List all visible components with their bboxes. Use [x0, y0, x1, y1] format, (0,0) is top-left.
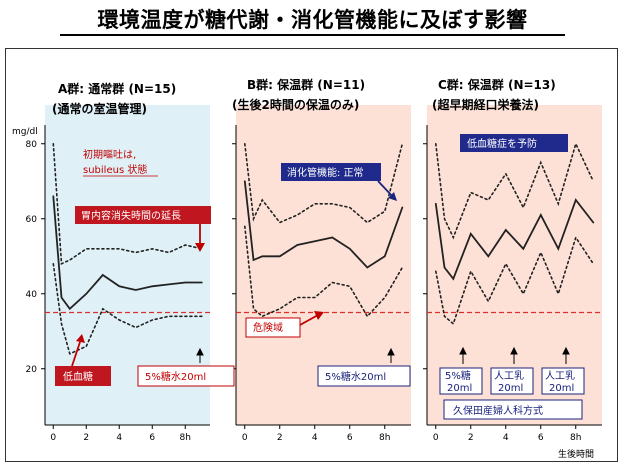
annotation-vomit-line1: 初期嘔吐は, [83, 148, 136, 161]
page-title: 環境温度が糖代謝・消化管機能に及ぼす影響 [97, 8, 528, 32]
panel-a-glucose-label: 5%糖水20ml [145, 370, 206, 383]
gastric-delay-label: 胃内容消失時間の延長 [81, 209, 181, 222]
prevent-hypo-box [460, 134, 568, 152]
panel-c-x-tick-label: 2 [468, 433, 474, 443]
panel-b-x-tick-label: 6 [347, 433, 353, 443]
panel-b-series-dotted-lower [244, 225, 404, 318]
panel-a-series-dotted-lower [52, 262, 203, 355]
panel-b-x-tick-label: 0 [242, 433, 248, 443]
plots-layer: 20 40 60 80 0 2 4 6 8h 0 2 4 6 8h 0 2 4 6 8h [26, 125, 602, 443]
feed3-box [541, 367, 585, 395]
hypo-arrow-head [76, 334, 85, 343]
panel-b-x-tick-label: 4 [312, 433, 318, 443]
figure-frame [5, 48, 618, 462]
panel-a-glucose-box [137, 365, 235, 387]
feed2-line2: 20ml [498, 383, 523, 394]
feed1-line2: 20ml [447, 383, 472, 394]
title-underline [60, 34, 565, 36]
hypoglycemia-box [55, 366, 111, 386]
feed1-line1: 5%糖 [445, 369, 471, 382]
method-label: 久保田産婦人科方式 [453, 404, 543, 417]
panel-c-x-tick-label: 8h [570, 433, 581, 443]
gastric-delay-box [75, 206, 211, 224]
hypoglycemia-label: 低血糖 [63, 370, 93, 383]
panel-b-series-mean [243, 180, 404, 269]
panel-b-subtitle: (生後2時間の保温のみ) [232, 97, 359, 112]
panel-a-series-mean [52, 195, 203, 311]
panel-a-y-tick-label: 80 [26, 140, 38, 150]
gi-arrow-line [377, 180, 394, 198]
feed3-line1: 人工乳 [545, 369, 575, 382]
panel-c-title: C群: 保温群 (N=13) [438, 77, 556, 92]
feed2-box [490, 367, 534, 395]
panel-b-title: B群: 保温群 (N=11) [247, 77, 365, 92]
panel-a-title: A群: 通常群 (N=15) [58, 81, 176, 96]
panel-b-glucose-box [317, 365, 411, 387]
panel-a-x-tick-label: 8h [180, 433, 191, 443]
panel-b-glucose-label: 5%糖水20ml [325, 370, 386, 383]
y-axis-unit: mg/dl [12, 127, 38, 137]
panel-a-x-tick-label: 2 [83, 433, 89, 443]
panel-c-x-tick-label: 0 [433, 433, 439, 443]
panel-c-x-tick-label: 4 [503, 433, 509, 443]
danger-arrow-head [314, 311, 324, 320]
panel-c-series-dotted-upper [434, 141, 595, 240]
panel-b-x-tick-label: 8h [379, 433, 390, 443]
panel-c-series-mean [434, 198, 595, 281]
gi-arrow-head [388, 192, 397, 201]
annotation-vomit-line2: subileus 状態 [83, 163, 147, 176]
x-axis-unit: 生後時間 [558, 448, 594, 460]
prevent-hypo-label: 低血糖症を予防 [467, 137, 537, 150]
panel-a-feed-arrow-icon [196, 347, 204, 363]
panel-a-subtitle: (通常の室温管理) [52, 101, 147, 116]
panel-a-y-tick-label: 40 [26, 290, 38, 300]
panel-a-x-tick-label: 6 [149, 433, 155, 443]
panel-a-x-tick-label: 0 [50, 433, 56, 443]
feed2-line1: 人工乳 [494, 369, 524, 382]
panel-c-feed1-arrow-icon [459, 346, 467, 364]
panel-a-series-dotted-upper [52, 143, 203, 266]
panel-a-y-tick-label: 20 [26, 365, 38, 375]
panel-a-x-tick-label: 4 [116, 433, 122, 443]
gi-normal-box [281, 163, 381, 181]
feed1-box [439, 367, 483, 395]
panel-b-x-tick-label: 2 [277, 433, 283, 443]
method-box [443, 399, 583, 420]
danger-zone-label: 危険域 [253, 321, 283, 334]
panel-c-feed3-arrow-icon [562, 346, 570, 364]
gastric-arrow-head [195, 243, 205, 252]
panel-b-series-dotted-upper [244, 143, 404, 224]
panel-c-x-tick-label: 6 [538, 433, 544, 443]
danger-zone-box [245, 317, 301, 338]
panel-b-feed-arrow-icon [387, 347, 395, 363]
feed3-line2: 20ml [549, 383, 574, 394]
gi-normal-label: 消化管機能: 正常 [287, 166, 364, 179]
panel-c-subtitle: (超早期経口栄養法) [432, 97, 539, 112]
panel-c-feed2-arrow-icon [510, 346, 518, 364]
panel-a-y-tick-label: 60 [26, 215, 38, 225]
hypo-arrow-line [71, 341, 81, 367]
danger-arrow-line [299, 314, 319, 326]
